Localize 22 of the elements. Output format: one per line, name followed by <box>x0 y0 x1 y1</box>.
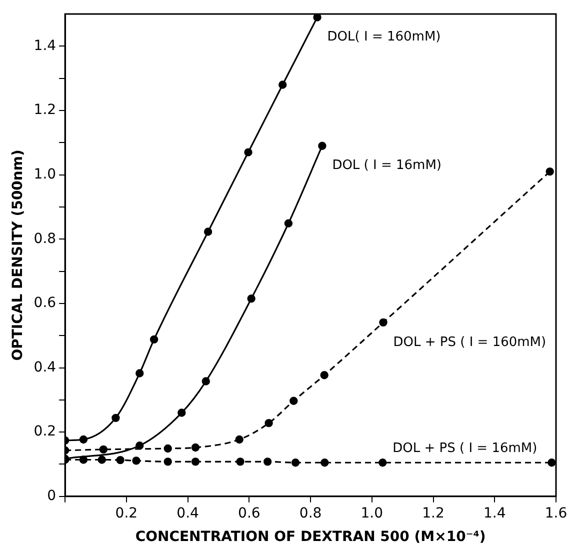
x-tick-label: 1.0 <box>360 505 384 522</box>
series-label: DOL ( I = 16mM) <box>332 158 442 174</box>
x-tick-label: 0.6 <box>238 505 260 522</box>
y-tick-label: 1.2 <box>34 102 56 118</box>
x-tick-label: 0.2 <box>115 505 138 522</box>
series-label: DOL + PS ( I = 160mM) <box>393 334 546 350</box>
y-tick-label: 0.4 <box>34 359 56 376</box>
x-tick-label: 0.4 <box>176 505 200 522</box>
y-tick-label: 1.0 <box>34 166 56 182</box>
y-axis-title: OPTICAL DENSITY (500nm) <box>10 150 26 361</box>
y-tick-label: 0 <box>47 488 56 504</box>
x-tick-label: 1.6 <box>544 505 568 522</box>
y-tick-label: 0.6 <box>34 295 56 312</box>
x-axis-title: CONCENTRATION OF DEXTRAN 500 (M×10⁻⁴) <box>135 529 486 546</box>
x-tick-label: 1.2 <box>422 505 444 522</box>
series-label: DOL( I = 160mM) <box>327 30 441 45</box>
x-tick-label: 1.4 <box>484 505 506 522</box>
x-tick-label: 0.8 <box>299 505 322 522</box>
y-tick-label: 0.8 <box>34 230 56 247</box>
y-tick-label: 0.2 <box>34 424 56 440</box>
y-tick-label: 1.4 <box>34 38 56 54</box>
series-label: DOL + PS ( I = 16mM) <box>392 441 538 456</box>
